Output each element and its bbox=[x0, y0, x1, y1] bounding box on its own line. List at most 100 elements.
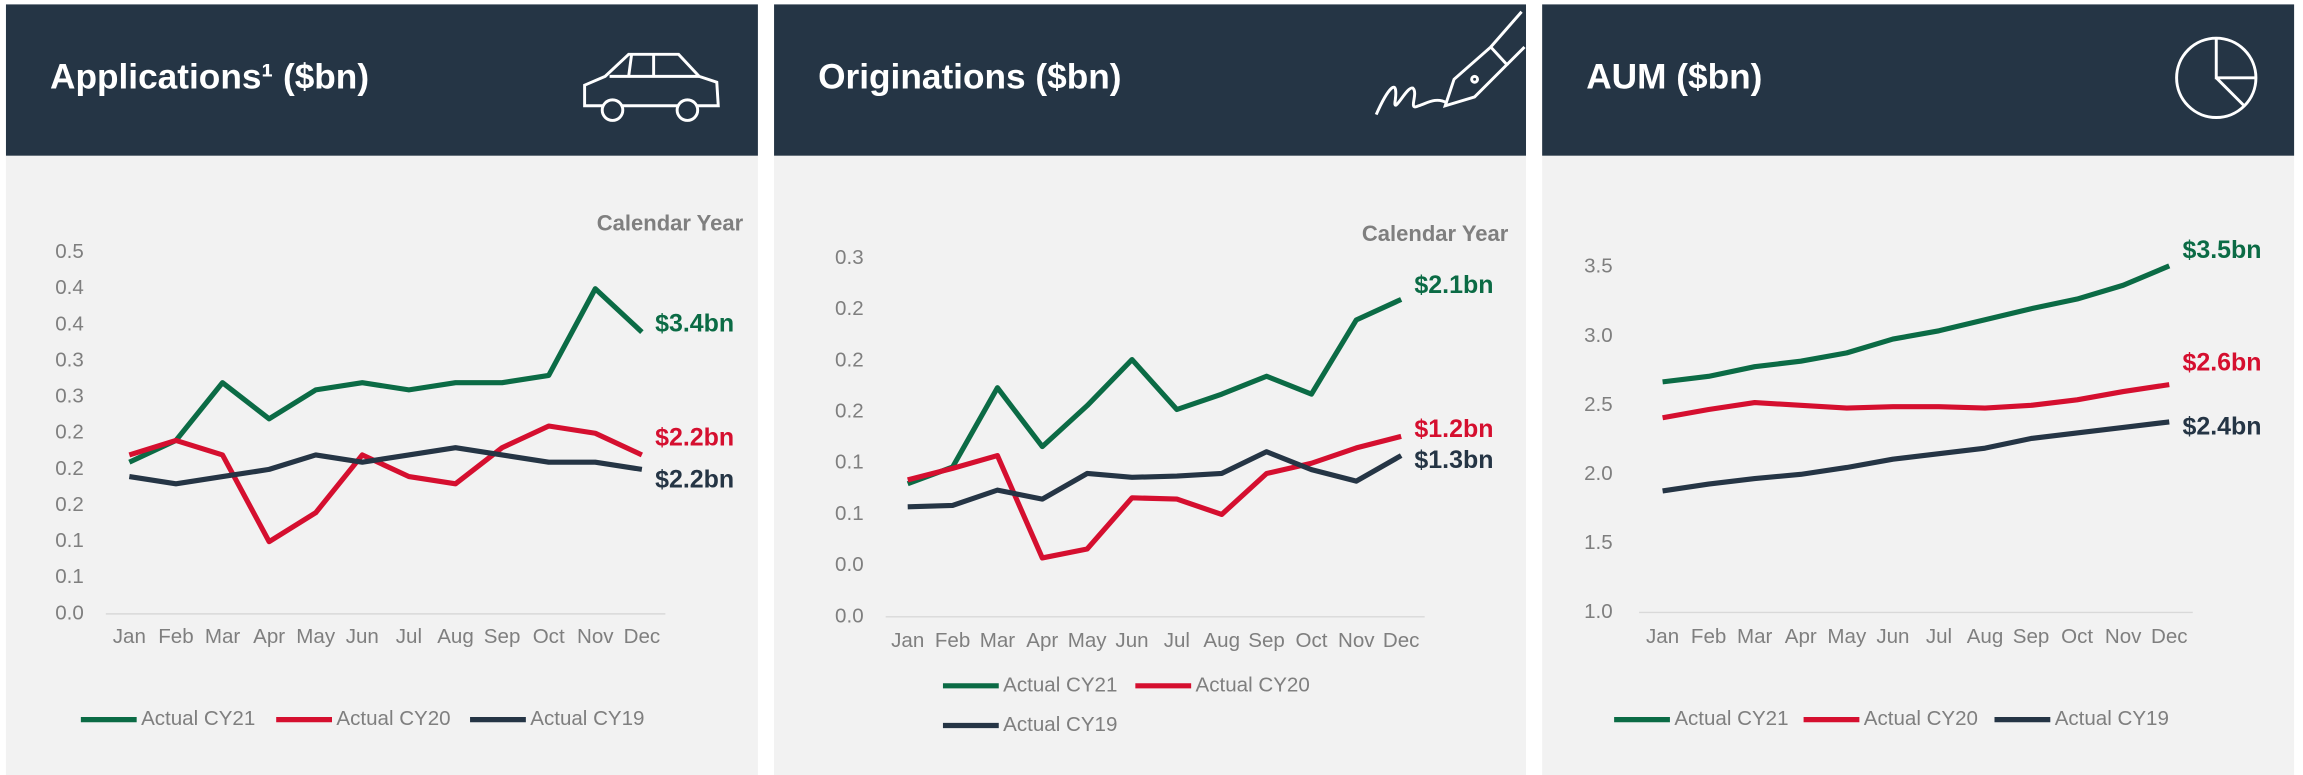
y-tick-label: 0.5 bbox=[55, 240, 84, 263]
x-tick-label: Apr bbox=[1026, 629, 1058, 652]
x-tick-label: Sep bbox=[2013, 625, 2050, 648]
chart-subtitle: Calendar Year bbox=[597, 211, 744, 236]
y-tick-label: 0.2 bbox=[55, 421, 84, 444]
end-label: $2.6bn bbox=[2182, 349, 2261, 377]
pen-icon bbox=[1374, 10, 1526, 116]
x-tick-label: Apr bbox=[253, 625, 285, 648]
legend-label: Actual CY21 bbox=[141, 707, 255, 730]
x-tick-label: Jan bbox=[891, 629, 924, 652]
series-line bbox=[907, 433, 1402, 561]
x-tick-label: Aug bbox=[437, 625, 474, 648]
series-line bbox=[128, 423, 643, 545]
x-tick-label: Nov bbox=[1338, 629, 1375, 652]
y-tick-label: 1.0 bbox=[1584, 600, 1613, 623]
series-line bbox=[128, 445, 643, 487]
x-tick-label: Mar bbox=[205, 625, 241, 648]
y-tick-label: 0.3 bbox=[55, 348, 84, 371]
panel: Originations ($bn) Calendar Year bbox=[774, 4, 1527, 775]
x-tick-label: Aug bbox=[1203, 629, 1240, 652]
end-label: $1.2bn bbox=[1414, 415, 1493, 443]
x-tick-label: Mar bbox=[980, 629, 1016, 652]
x-tick-label: Feb bbox=[1691, 625, 1726, 648]
y-tick-label: 0.2 bbox=[835, 297, 864, 320]
y-tick-label: 0.0 bbox=[55, 601, 84, 624]
y-tick-label: 0.4 bbox=[55, 312, 84, 335]
legend-label: Actual CY19 bbox=[1003, 713, 1117, 736]
end-label: $2.2bn bbox=[655, 466, 734, 494]
chart-title: AUM ($bn) bbox=[1586, 58, 1762, 97]
series-line bbox=[907, 449, 1403, 510]
x-tick-label: Jan bbox=[113, 625, 146, 648]
x-tick-label: Nov bbox=[2105, 625, 2142, 648]
y-tick-label: 3.5 bbox=[1584, 255, 1613, 278]
chart-title: Originations ($bn) bbox=[818, 58, 1121, 97]
x-tick-label: Jan bbox=[1646, 625, 1679, 648]
x-tick-label: Jul bbox=[1164, 629, 1190, 652]
y-tick-label: 2.0 bbox=[1584, 462, 1613, 485]
series-line bbox=[128, 286, 644, 465]
y-tick-label: 0.1 bbox=[55, 565, 84, 588]
x-tick-label: Dec bbox=[624, 625, 661, 648]
x-tick-label: Mar bbox=[1737, 625, 1773, 648]
x-tick-label: Apr bbox=[1785, 625, 1817, 648]
end-label: $2.2bn bbox=[655, 423, 734, 451]
y-tick-label: 3.0 bbox=[1584, 324, 1613, 347]
x-tick-label: May bbox=[1827, 625, 1867, 648]
y-tick-label: 2.5 bbox=[1584, 393, 1613, 416]
y-tick-label: 0.2 bbox=[835, 348, 864, 371]
panel-header bbox=[5, 4, 758, 156]
end-label: $3.4bn bbox=[655, 309, 734, 337]
x-tick-label: Aug bbox=[1967, 625, 2004, 648]
legend-label: Actual CY19 bbox=[530, 707, 644, 730]
series-line bbox=[1662, 419, 2170, 494]
panel: Applications¹ ($bn) Calendar Year bbox=[5, 4, 758, 775]
legend-label: Actual CY19 bbox=[2055, 707, 2169, 730]
x-tick-label: Jul bbox=[396, 625, 422, 648]
x-tick-label: Oct bbox=[1295, 629, 1327, 652]
x-tick-label: Oct bbox=[533, 625, 565, 648]
x-tick-label: May bbox=[1068, 629, 1108, 652]
legend-label: Actual CY21 bbox=[1674, 707, 1788, 730]
x-tick-label: Oct bbox=[2061, 625, 2093, 648]
legend-label: Actual CY20 bbox=[1196, 673, 1310, 696]
y-tick-label: 0.3 bbox=[55, 385, 84, 408]
x-tick-label: Jun bbox=[1876, 625, 1909, 648]
x-tick-label: Jun bbox=[1115, 629, 1148, 652]
x-tick-label: Feb bbox=[158, 625, 193, 648]
y-tick-label: 0.1 bbox=[835, 502, 864, 525]
y-tick-label: 0.0 bbox=[835, 604, 864, 627]
y-tick-label: 0.3 bbox=[835, 246, 864, 269]
y-tick-label: 1.5 bbox=[1584, 531, 1613, 554]
end-label: $2.1bn bbox=[1414, 271, 1493, 299]
series-line bbox=[1662, 263, 2171, 385]
y-tick-label: 0.0 bbox=[835, 553, 864, 576]
y-tick-label: 0.4 bbox=[55, 276, 84, 299]
x-tick-label: Nov bbox=[577, 625, 614, 648]
x-tick-label: Sep bbox=[484, 625, 521, 648]
series-line bbox=[906, 297, 1403, 487]
pie-icon bbox=[2175, 36, 2258, 119]
end-label: $2.4bn bbox=[2182, 412, 2261, 440]
y-tick-label: 0.2 bbox=[55, 457, 84, 480]
series-line bbox=[1662, 382, 2170, 421]
x-tick-label: Feb bbox=[935, 629, 970, 652]
y-tick-label: 0.1 bbox=[55, 529, 84, 552]
x-tick-label: Dec bbox=[2151, 625, 2188, 648]
panel-header bbox=[774, 4, 1527, 156]
panel-header bbox=[1542, 4, 2295, 156]
legend-label: Actual CY20 bbox=[336, 707, 450, 730]
end-label: $1.3bn bbox=[1414, 446, 1493, 474]
end-label: $3.5bn bbox=[2182, 236, 2261, 264]
y-tick-label: 0.2 bbox=[835, 399, 864, 422]
x-tick-label: Dec bbox=[1383, 629, 1420, 652]
panel: AUM ($bn) bbox=[1542, 4, 2295, 775]
x-tick-label: May bbox=[296, 625, 336, 648]
legend-label: Actual CY21 bbox=[1003, 673, 1117, 696]
legend-label: Actual CY20 bbox=[1864, 707, 1978, 730]
car-icon bbox=[583, 52, 720, 122]
y-tick-label: 0.2 bbox=[55, 493, 84, 516]
chart-title: Applications¹ ($bn) bbox=[50, 58, 369, 97]
x-tick-label: Jul bbox=[1926, 625, 1952, 648]
x-tick-label: Jun bbox=[346, 625, 379, 648]
